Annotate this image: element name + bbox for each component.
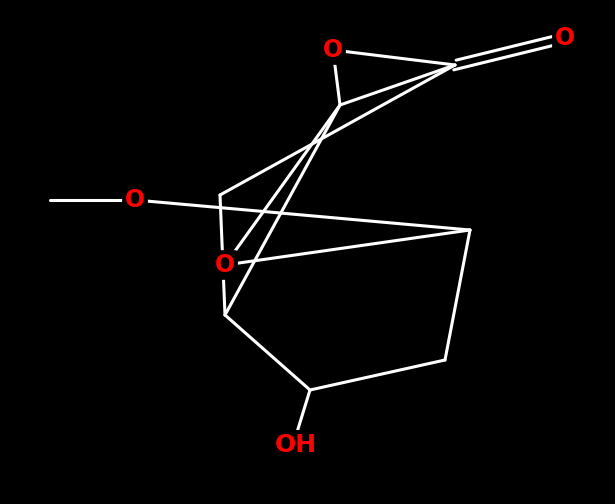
Text: O: O bbox=[323, 38, 343, 62]
Text: OH: OH bbox=[275, 433, 317, 457]
Text: O: O bbox=[125, 188, 145, 212]
Text: O: O bbox=[555, 26, 575, 50]
Text: O: O bbox=[215, 253, 235, 277]
